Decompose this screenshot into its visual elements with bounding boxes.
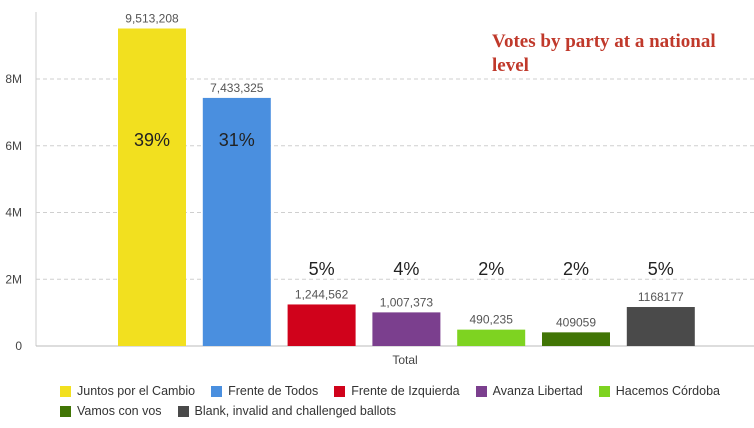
legend-swatch — [211, 385, 223, 397]
value-label: 1,244,562 — [295, 287, 349, 301]
bar — [118, 28, 186, 347]
legend-item[interactable]: Juntos por el Cambio — [60, 384, 195, 398]
bar — [202, 97, 271, 346]
legend-item[interactable]: Blank, invalid and challenged ballots — [177, 404, 397, 418]
legend-label: Vamos con vos — [77, 404, 162, 418]
bar-chart: 0 2M 4M 6M 8M 9,513,208 39% 7,433,325 31% 1,244,… — [5, 11, 754, 367]
percent-label: 5% — [309, 259, 335, 279]
percent-label: 2% — [478, 259, 504, 279]
value-label: 7,433,325 — [210, 81, 264, 95]
value-label: 1168177 — [638, 290, 684, 304]
bar — [626, 307, 695, 346]
y-tick-label: 6M — [5, 139, 22, 153]
legend: Juntos por el Cambio Frente de Todos Frent… — [60, 384, 750, 424]
chart-title: Votes by party at a national level — [492, 31, 716, 76]
y-tick-label: 8M — [5, 72, 22, 86]
value-label: 490,235 — [470, 313, 514, 327]
legend-label: Avanza Libertad — [492, 384, 583, 398]
legend-item[interactable]: Hacemos Córdoba — [598, 384, 720, 398]
legend-swatch — [177, 405, 189, 417]
legend-swatch — [334, 385, 346, 397]
legend-item[interactable]: Frente de Izquierda — [334, 384, 460, 398]
legend-label: Juntos por el Cambio — [77, 384, 196, 398]
legend-label: Blank, invalid and challenged ballots — [194, 404, 397, 418]
legend-item[interactable]: Frente de Todos — [211, 384, 318, 398]
legend-swatch — [598, 385, 610, 397]
y-tick-label: 0 — [15, 339, 22, 353]
legend-swatch — [60, 405, 71, 417]
y-tick-label: 2M — [5, 272, 22, 286]
value-label: 9,513,208 — [125, 11, 179, 25]
bar — [287, 304, 356, 346]
percent-label: 4% — [393, 259, 419, 279]
y-tick-label: 4M — [5, 206, 22, 220]
legend-label: Frente de Todos — [228, 384, 319, 398]
bar — [372, 312, 441, 346]
legend-label: Frente de Izquierda — [351, 384, 460, 398]
value-label: 1,007,373 — [380, 295, 434, 309]
x-axis-label: Total — [392, 353, 417, 367]
bars — [118, 28, 695, 347]
legend-swatch — [475, 385, 487, 397]
bar — [542, 332, 610, 346]
percent-label: 2% — [563, 259, 589, 279]
percent-label: 31% — [219, 130, 255, 150]
legend-item[interactable]: Avanza Libertad — [475, 384, 583, 398]
legend-item[interactable]: Vamos con vos — [60, 404, 162, 418]
percent-label: 39% — [134, 130, 170, 150]
bar — [457, 329, 526, 346]
percent-label: 5% — [648, 259, 674, 279]
value-label: 409059 — [556, 315, 596, 329]
y-axis-ticks: 0 2M 4M 6M 8M — [5, 72, 22, 353]
legend-swatch — [60, 385, 71, 397]
data-labels: 9,513,208 39% 7,433,325 31% 1,244,562 5% 1,007… — [125, 11, 684, 329]
legend-label: Hacemos Córdoba — [615, 384, 720, 398]
